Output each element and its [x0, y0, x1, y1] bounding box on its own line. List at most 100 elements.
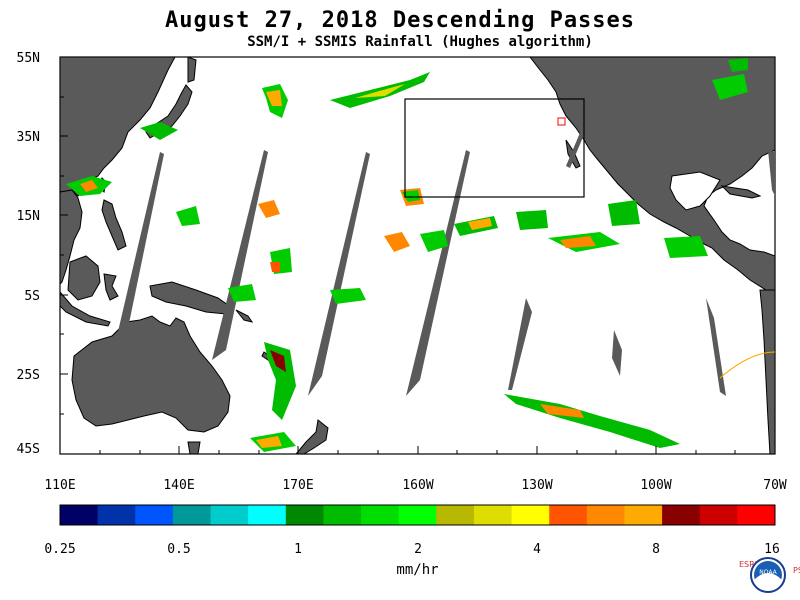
- colorbar-swatch: [699, 505, 738, 525]
- swath-gap-4: [406, 150, 470, 396]
- region-box: [404, 98, 585, 198]
- rain-patch: [270, 350, 286, 372]
- swath-gap-1: [116, 152, 164, 340]
- colorbar-tick-label: 0.25: [44, 542, 76, 557]
- lon-label-70w: 70W: [763, 478, 787, 493]
- rain-patch: [664, 236, 708, 258]
- lat-label-45s: 45S: [16, 442, 40, 457]
- colorbar-swatch: [624, 505, 663, 525]
- swath-gap-3: [308, 152, 370, 396]
- colorbar-swatch: [60, 505, 99, 525]
- rain-patch: [712, 74, 748, 100]
- swath-gap-9: [566, 128, 586, 168]
- lon-label-170e: 170E: [282, 478, 314, 493]
- rain-patch: [728, 58, 748, 72]
- colorbar-swatch: [135, 505, 174, 525]
- lat-label-35n: 35N: [16, 130, 40, 145]
- lon-label-160w: 160W: [402, 478, 434, 493]
- rain-patch: [540, 404, 584, 418]
- rain-patch: [420, 230, 448, 252]
- new-zealand-landmass: [295, 419, 329, 454]
- colorbar-units: mm/hr: [396, 562, 439, 578]
- rain-patch: [270, 262, 280, 272]
- swath-gaps: [116, 128, 775, 396]
- map-subtitle: SSM/I + SSMIS Rainfall (Hughes algorithm…: [247, 34, 593, 50]
- lon-label-110e: 110E: [44, 478, 76, 493]
- colorbar-swatch: [248, 505, 287, 525]
- colorbar-swatch: [436, 505, 475, 525]
- rain-patch: [384, 232, 410, 252]
- rain-patch: [355, 84, 405, 98]
- rain-patch: [256, 436, 282, 448]
- colorbar-tick-label: 1: [294, 542, 302, 557]
- colorbar-swatch: [511, 505, 550, 525]
- indochina-landmass: [60, 189, 83, 285]
- colorbar-swatch: [323, 505, 362, 525]
- logo-right-text: PSD: [793, 566, 800, 575]
- colorbar-swatch: [97, 505, 136, 525]
- colorbar-swatch: [210, 505, 249, 525]
- swath-gap-6: [612, 330, 622, 376]
- colorbar-tick-label: 0.5: [167, 542, 191, 557]
- colorbar-tick-label: 8: [652, 542, 660, 557]
- swath-gap-2: [212, 150, 268, 360]
- lat-label-55n: 55N: [16, 51, 40, 66]
- rain-patch: [560, 236, 596, 248]
- colorbar-swatch: [662, 505, 701, 525]
- lon-label-100w: 100W: [640, 478, 672, 493]
- tasmania-landmass: [187, 441, 201, 454]
- map-title: August 27, 2018 Descending Passes: [164, 8, 636, 33]
- rain-patch: [608, 200, 640, 226]
- sulawesi-landmass: [103, 273, 119, 301]
- colorbar-outline: [59, 504, 776, 526]
- australia-landmass: [71, 315, 231, 433]
- rain-patch: [140, 122, 178, 140]
- rain-patch: [330, 288, 366, 304]
- colorbar-swatch: [398, 505, 437, 525]
- rain-patch: [80, 180, 98, 192]
- lat-label-25s: 25S: [16, 368, 40, 383]
- gulf-of-mexico: [669, 171, 721, 211]
- station-marker: [557, 117, 566, 126]
- colorbar-tick-label: 2: [414, 542, 422, 557]
- rainfall-patches: [66, 58, 748, 452]
- lat-ticks: [60, 56, 68, 455]
- rain-patch: [258, 200, 280, 218]
- contour-line: [719, 351, 776, 379]
- colorbar-swatch: [549, 505, 588, 525]
- lon-ticks: [59, 446, 776, 454]
- solomon-islands: [235, 309, 254, 323]
- lat-label-5s: 5S: [24, 289, 40, 304]
- lon-label-130w: 130W: [521, 478, 553, 493]
- asia-landmass: [60, 57, 176, 197]
- borneo-landmass: [67, 255, 101, 301]
- rain-patch: [516, 210, 548, 230]
- indonesia-west-landmass: [60, 291, 111, 327]
- colorbar-swatch: [361, 505, 400, 525]
- rain-patch: [330, 72, 430, 108]
- south-america-landmass: [759, 289, 775, 454]
- swath-gap-8: [768, 150, 775, 196]
- rain-patch: [176, 206, 200, 226]
- rain-patch: [402, 190, 420, 202]
- colorbar-swatch: [473, 505, 513, 525]
- north-america-landmass: [529, 57, 775, 291]
- map-land: [60, 57, 775, 454]
- swath-gap-5: [508, 298, 532, 390]
- cuba-landmass: [720, 185, 762, 199]
- philippines-landmass: [101, 199, 127, 251]
- colorbar-swatch: [586, 505, 625, 525]
- lat-label-15n: 15N: [16, 209, 40, 224]
- rain-patch: [264, 342, 296, 420]
- sakhalin-landmass: [187, 57, 197, 83]
- rain-patch: [468, 218, 492, 230]
- colorbar-tick-label: 16: [764, 542, 780, 557]
- colorbar-swatch: [285, 505, 324, 525]
- swath-gap-7: [706, 298, 726, 396]
- logo-left-text: ESRL: [739, 560, 760, 569]
- lon-label-140e: 140E: [163, 478, 195, 493]
- colorbar-tick-label: 4: [533, 542, 541, 557]
- colorbar-swatch: [172, 505, 212, 525]
- rain-patch: [266, 90, 282, 106]
